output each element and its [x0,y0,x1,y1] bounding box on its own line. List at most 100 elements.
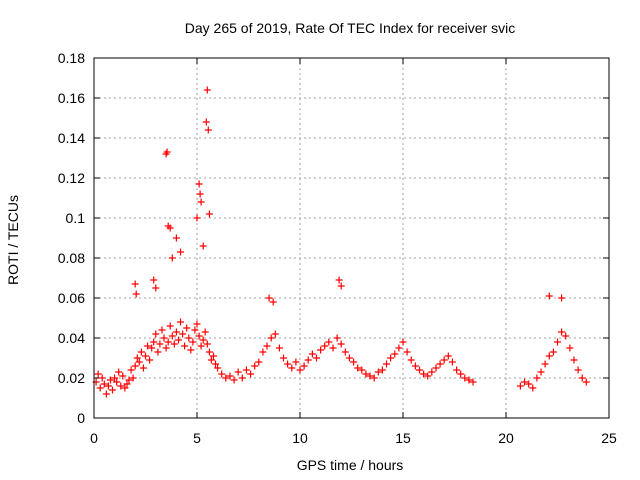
x-tick-label: 15 [395,430,411,446]
data-point [329,344,337,352]
data-point [148,344,156,352]
data-point [416,366,423,374]
data-point [199,242,207,250]
data-point [193,214,201,222]
data-point [193,320,201,328]
data-point [195,332,203,340]
data-point [387,354,395,362]
data-point [175,336,182,344]
data-points [92,86,590,398]
data-point [113,378,121,386]
data-point [197,342,205,350]
data-point [444,352,452,360]
data-point [461,374,469,382]
data-point [570,356,578,364]
data-point [284,360,292,368]
data-point [117,382,125,390]
data-point [170,340,178,348]
data-point [102,390,110,398]
data-point [238,374,246,382]
data-point [94,370,102,378]
data-point [453,366,461,374]
data-point [432,364,440,372]
data-point [255,358,263,366]
data-point [308,350,316,358]
x-tick-label: 0 [90,430,98,446]
y-tick-label: 0.12 [58,170,85,186]
data-point [214,364,222,372]
data-point [177,318,184,326]
data-point [104,382,112,390]
x-tick-label: 5 [193,430,201,446]
data-point [407,356,415,364]
data-point [115,368,123,376]
data-point [269,298,277,306]
data-point [251,362,259,370]
data-point [156,340,164,348]
data-point [142,352,149,360]
data-point [525,380,533,388]
data-point [168,332,176,340]
data-point [440,356,448,364]
data-point [288,364,296,372]
data-point [150,276,158,284]
data-point [172,234,180,242]
data-point [549,348,557,356]
data-point [366,372,374,380]
data-point [168,254,176,262]
data-point [202,118,210,126]
data-point [199,336,207,344]
grid-lines [94,58,609,418]
data-point [205,348,213,356]
data-point [529,384,537,392]
data-point [172,328,180,336]
axis-ticks: 0 0.02 0.04 0.06 0.08 0.1 0.12 0.14 0.16 0.18 0 5 10… [58,50,617,446]
data-point [152,330,160,338]
data-point [125,376,133,384]
x-tick-label: 25 [601,430,617,446]
data-point [337,282,345,290]
data-point [537,368,545,376]
data-point [247,370,255,378]
data-point [98,374,106,382]
data-point [358,366,366,374]
data-point [162,344,170,352]
y-tick-label: 0.02 [58,370,85,386]
y-tick-label: 0.14 [58,130,85,146]
data-point [304,356,312,364]
data-point [578,374,586,382]
data-point [189,338,197,346]
data-point [337,340,345,348]
data-point [135,358,143,366]
data-point [133,354,141,362]
data-point [345,354,353,362]
data-point [350,358,358,366]
y-tick-label: 0.18 [58,50,85,66]
data-point [259,348,267,356]
data-point [428,368,436,376]
data-point [457,370,465,378]
data-point [109,386,116,394]
data-point [574,366,582,374]
data-point [469,378,477,386]
data-point [448,358,456,366]
data-point [275,344,283,352]
data-point [280,354,287,362]
x-tick-label: 20 [498,430,514,446]
data-point [271,330,279,338]
data-point [164,338,172,346]
data-point [203,86,211,94]
data-point [234,368,242,376]
data-point [265,294,273,302]
data-point [558,328,566,336]
data-point [242,366,250,374]
data-point [267,334,275,342]
data-point [436,360,444,368]
data-point [218,370,226,378]
data-point [411,362,419,370]
data-point [146,356,154,364]
data-point [154,348,162,356]
data-point [263,342,271,350]
y-axis-label: ROTI / TECUs [5,195,21,285]
